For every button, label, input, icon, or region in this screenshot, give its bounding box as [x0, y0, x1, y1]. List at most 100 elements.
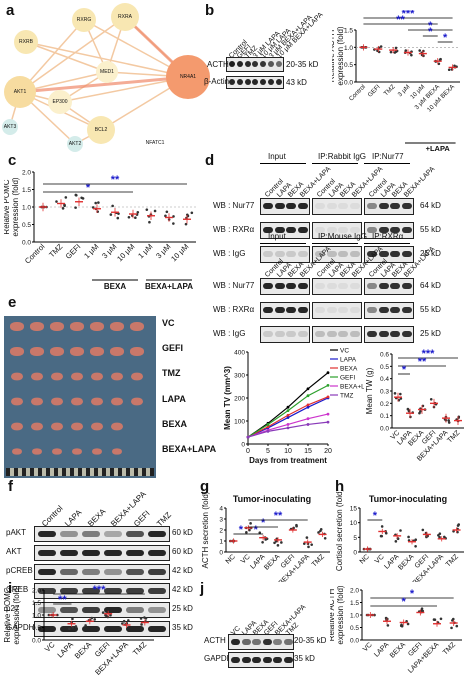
row-label-f-gapdh: GAPDH [6, 623, 35, 632]
data-point [122, 619, 126, 623]
x-tick-label: VC [43, 640, 57, 654]
y-tick-label: 1 [219, 539, 223, 546]
data-point [97, 201, 100, 204]
y-tick-label: 2 [219, 528, 223, 535]
co-ip-band [338, 331, 348, 337]
data-point [64, 196, 68, 199]
data-point [140, 623, 143, 626]
ruler [6, 468, 154, 476]
tumor-specimen [71, 397, 83, 406]
data-point [249, 522, 252, 525]
data-point [447, 419, 450, 422]
y-tick-label: 1.5 [350, 600, 359, 607]
band-f [126, 626, 144, 632]
y-tick-label: 0.1 [380, 413, 389, 420]
y-tick-label: 0.0 [350, 638, 359, 645]
co-ip-blot [260, 326, 310, 343]
y-label: Relative POMC [4, 179, 11, 234]
data-point [410, 53, 413, 57]
co-ip-band [338, 227, 348, 233]
lane-label-f: Control [40, 503, 65, 529]
y-label: Relative POMC [4, 587, 12, 642]
co-ip-band [401, 203, 412, 209]
y-label: Relative ACTH [332, 30, 336, 83]
co-ip-band [390, 307, 400, 313]
co-ip-band [367, 283, 377, 289]
band-actin [229, 79, 235, 85]
co-ip-band [338, 307, 348, 313]
series-point [266, 425, 270, 429]
x-tick-label: BEXA [263, 553, 281, 571]
tumor-specimen [131, 397, 143, 406]
network-node-med1: MED1 [96, 61, 118, 83]
band-f [38, 531, 56, 537]
co-ip-header-line [364, 163, 410, 164]
band-actin [275, 79, 282, 85]
data-point [55, 200, 58, 203]
co-ip-band [378, 283, 389, 289]
co-ip-band [286, 307, 296, 313]
data-point [439, 57, 442, 61]
band-f [148, 569, 166, 575]
band-f [104, 569, 122, 575]
y-tick-label: 1.0 [32, 613, 41, 620]
kd-b-actin: 43 kD [286, 78, 307, 87]
y-axis-title: Mean TV (mm^3) [223, 366, 232, 430]
data-point [447, 421, 451, 424]
y-tick-label: 1.5 [22, 187, 31, 194]
tumor-specimen [31, 372, 43, 381]
blot-f-row [34, 583, 170, 599]
co-ip-header-top: IP:Rabbit IgG [318, 152, 367, 161]
y-tick-label: 0.6 [380, 352, 389, 359]
data-point [418, 49, 422, 52]
co-ip-band [390, 331, 400, 337]
data-point [394, 46, 398, 50]
data-point [453, 64, 456, 68]
x-tick-label: BEXA [397, 553, 415, 571]
co-ip-kd: 64 kD [420, 281, 441, 290]
kd-f: 35 kD [172, 623, 193, 632]
co-ip-blot [364, 326, 414, 343]
significance-star: *** [422, 348, 436, 360]
row-label-f-akt: AKT [6, 547, 22, 556]
row-label-b-actin: β-Actin [204, 77, 230, 86]
x-tick-label: 10 [284, 448, 292, 455]
co-ip-band [326, 251, 337, 257]
co-ip-header-top: IP:Nur77 [372, 152, 404, 161]
series-point [286, 426, 290, 430]
co-ip-band [263, 331, 273, 337]
co-ip-band [297, 307, 308, 313]
co-ip-band [401, 307, 412, 313]
panel-label-c: c [8, 152, 17, 169]
co-ip-blot [312, 222, 362, 239]
tumor-specimen [110, 322, 124, 331]
significance-star: * [373, 510, 378, 522]
tumor-specimen [111, 422, 123, 431]
y-tick-label: 0 [219, 550, 223, 557]
data-point [71, 626, 74, 629]
band-acth [229, 61, 235, 67]
network-node-akt1: AKT1 [4, 76, 36, 108]
co-ip-band [390, 203, 400, 209]
co-ip-header-line [364, 243, 410, 244]
group-label-gefi: GEFI [162, 343, 184, 353]
co-ip-row-label: WB : RXRα [213, 225, 255, 234]
co-ip-band [297, 203, 308, 209]
co-ip-band [338, 251, 348, 257]
data-point [394, 540, 398, 543]
co-ip-band [349, 251, 360, 257]
blot-f-row [34, 564, 170, 580]
significance-star: * [428, 26, 433, 38]
x-tick-label: TMZ [445, 553, 461, 569]
significance-star: * [402, 364, 407, 376]
x-tick-label: TMZ [311, 553, 327, 569]
band-acth [275, 61, 282, 67]
co-ip-band [286, 227, 296, 233]
y-tick-label: 0.2 [380, 401, 389, 408]
co-ip-band [390, 227, 400, 233]
data-point [447, 68, 451, 72]
co-ip-blot [312, 326, 362, 343]
band-actin [244, 79, 251, 85]
band-actin [236, 79, 243, 85]
